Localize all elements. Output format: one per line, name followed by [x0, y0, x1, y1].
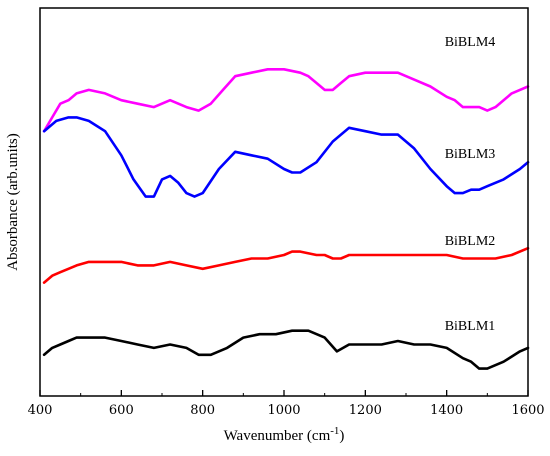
series-label-biblm4: BiBLM4 — [445, 35, 496, 50]
series-line-biblm1 — [42, 329, 530, 370]
x-axis-title-close: ) — [339, 428, 344, 444]
label-layer: BiBLM4 BiBLM3 BiBLM2 BiBLM1 — [445, 35, 496, 334]
series-line-biblm2 — [42, 246, 530, 284]
x-tick-label: 800 — [190, 403, 215, 418]
plot-frame — [39, 7, 529, 397]
series-label-biblm3: BiBLM3 — [445, 147, 496, 162]
x-tick-label: 400 — [28, 403, 53, 418]
x-tick-label: 1200 — [349, 403, 382, 418]
series-label-biblm2: BiBLM2 — [445, 234, 496, 249]
x-tick-label: 1400 — [430, 403, 463, 418]
x-axis-title: Wavenumber (cm-1) — [224, 425, 345, 444]
x-tick-label: 1000 — [267, 403, 300, 418]
series-line-biblm4 — [42, 68, 530, 133]
series-layer — [42, 68, 530, 370]
series-line-biblm3 — [42, 116, 530, 198]
y-axis-title: Absorbance (arb.units) — [5, 133, 21, 270]
series-label-biblm1: BiBLM1 — [445, 319, 496, 334]
x-tick-label: 600 — [109, 403, 134, 418]
x-axis-title-superscript: -1 — [330, 425, 339, 437]
x-axis-title-text: Wavenumber (cm — [224, 428, 331, 444]
x-tick-label: 1600 — [511, 403, 544, 418]
tick-layer: 400 600 800 1000 1200 1400 1600 — [28, 390, 545, 418]
